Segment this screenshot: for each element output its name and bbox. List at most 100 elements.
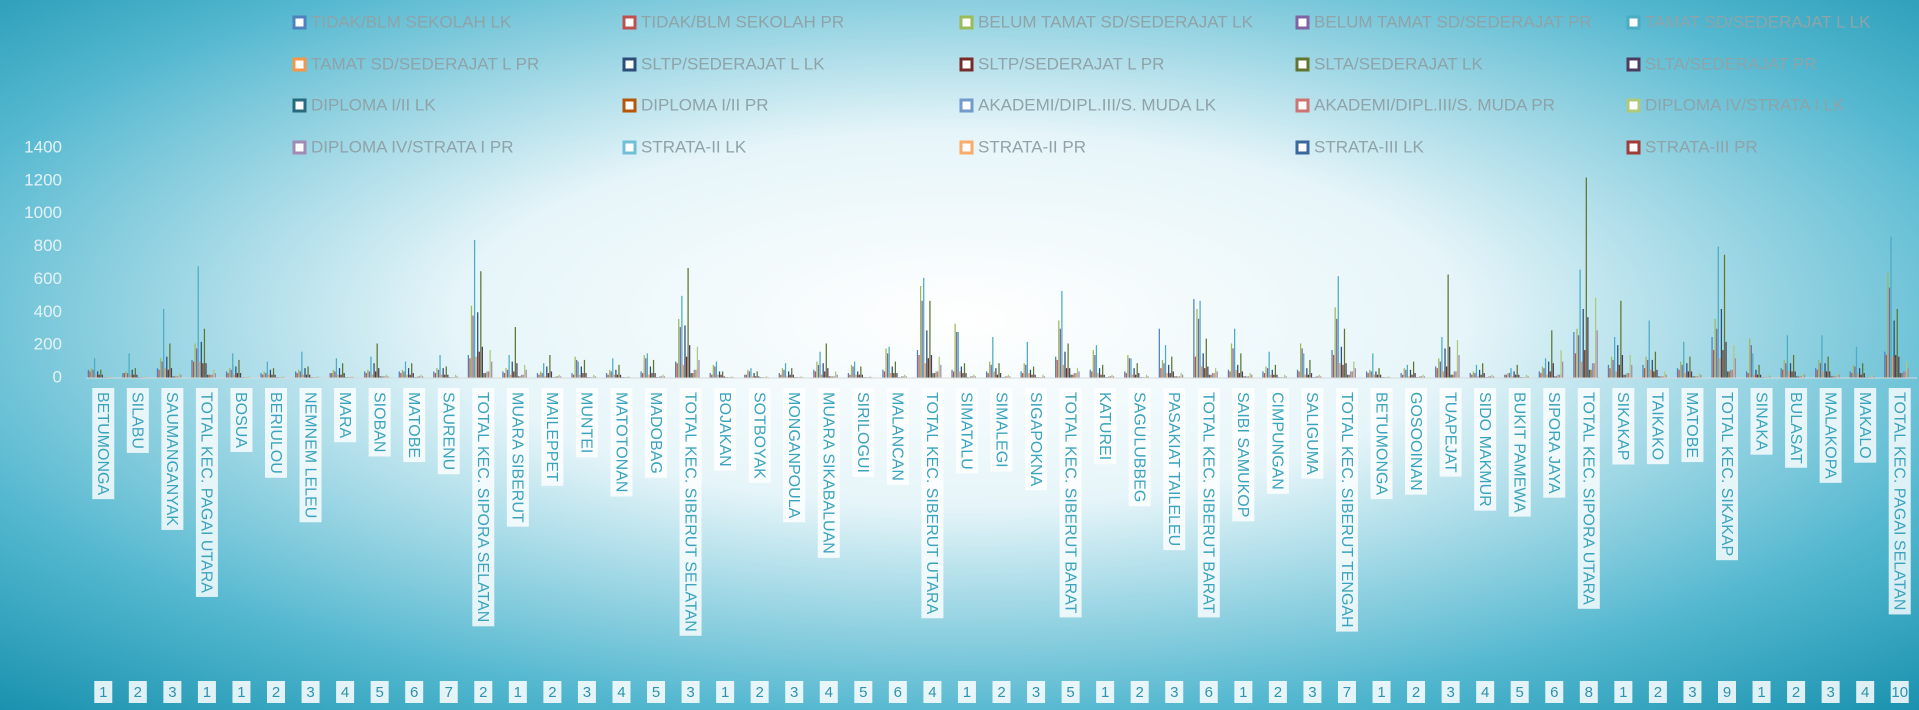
bar [1827, 356, 1829, 378]
category-label-box [1474, 388, 1497, 511]
bar [1585, 177, 1587, 378]
bar [1788, 371, 1790, 378]
bar [574, 356, 576, 378]
bar [660, 376, 662, 378]
bar [214, 373, 216, 378]
bar [210, 374, 212, 378]
group-label-box [854, 681, 873, 703]
bar [1624, 374, 1627, 378]
bar [1216, 371, 1218, 378]
group-label-box [1096, 681, 1115, 703]
bar [830, 376, 832, 378]
x-tick-label: TOTAL KEC. SIBERUT SELATAN [681, 392, 698, 632]
bar [1647, 359, 1649, 378]
bar [938, 356, 940, 378]
bar [580, 366, 582, 378]
bar [305, 374, 308, 378]
category-label-group: MUNTEI [575, 388, 598, 458]
bar [820, 374, 823, 378]
bar [371, 374, 374, 378]
bar [689, 345, 691, 378]
bar [1830, 376, 1832, 378]
category-label-box [506, 388, 529, 527]
bar [1824, 363, 1826, 378]
bar [1376, 374, 1379, 378]
group-label: 1 [1619, 684, 1627, 701]
bar [307, 366, 309, 378]
group-label-box [1268, 681, 1287, 703]
group-label-box [474, 681, 493, 703]
legend-label: DIPLOMA IV/STRATA I LK [1645, 95, 1845, 114]
legend-swatch [622, 140, 637, 155]
bar [351, 376, 353, 378]
x-tick-label: BULASAT [1787, 392, 1804, 464]
group-label: 2 [134, 684, 142, 701]
group-label-box [1510, 681, 1529, 703]
bar [1833, 376, 1835, 378]
category-label-group: TOTAL KEC. SIBERUT SELATAN [679, 388, 702, 636]
bar [401, 369, 404, 378]
bar [200, 341, 202, 378]
bar [765, 376, 768, 378]
group-label: 4 [928, 684, 936, 701]
bar [1610, 356, 1613, 378]
x-tick-label: SIMATALU [958, 392, 975, 470]
bar [1525, 374, 1528, 378]
bar [1094, 355, 1096, 378]
bar [1235, 369, 1237, 378]
x-tick-label: SIDO MAKMUR [1476, 392, 1493, 507]
bar [304, 368, 306, 378]
bar [714, 366, 716, 378]
bar [836, 374, 838, 378]
category-label-box [1646, 388, 1669, 465]
bar [1750, 345, 1752, 378]
bar [206, 374, 209, 378]
category-label-group: KATUREI [1094, 388, 1117, 465]
bar [1720, 309, 1723, 378]
bar [1241, 371, 1244, 378]
category-label-group: MALANCAN [886, 388, 909, 485]
bar [1351, 371, 1353, 378]
bar [89, 371, 91, 378]
x-tick-label: SALIGUMA [1303, 392, 1320, 475]
group-label: 2 [1412, 684, 1420, 701]
group-label: 10 [1891, 684, 1908, 701]
bar [1270, 374, 1272, 378]
category-label-group: MONGANPOULA [783, 388, 806, 523]
group-label-box [128, 681, 147, 703]
group-label-box [647, 681, 666, 703]
category-label-box [299, 388, 322, 523]
bar [1786, 335, 1789, 378]
bar [1769, 376, 1771, 378]
bar [125, 371, 127, 378]
group-label-box [1337, 681, 1356, 703]
bar [1059, 328, 1061, 378]
group-label: 6 [1550, 684, 1558, 701]
bar [196, 348, 198, 378]
legend-swatch [959, 140, 974, 155]
x-tick-label: TOTAL KEC. SIPORA SELATAN [474, 392, 491, 622]
bar [1752, 353, 1754, 378]
group-label-box [1683, 681, 1702, 703]
group-label-box [439, 681, 458, 703]
legend-label: BELUM TAMAT SD/SEDERAJAT PR [1314, 12, 1592, 31]
x-tick-label: MONGANPOULA [785, 392, 802, 519]
category-label-box [575, 388, 598, 458]
bar [933, 373, 936, 378]
bar [717, 374, 719, 378]
bar [95, 374, 97, 378]
category-label-box [126, 388, 149, 453]
bar [1009, 376, 1011, 378]
bar [1369, 369, 1371, 378]
bar [436, 368, 438, 378]
bar [893, 373, 895, 378]
category-label-group: BOJAKAN [714, 388, 737, 471]
group-label-box [716, 681, 735, 703]
bar [1439, 361, 1441, 378]
bar [819, 351, 821, 378]
legend-swatch [1295, 98, 1310, 113]
bar [679, 327, 681, 378]
bar [1238, 373, 1240, 378]
bar [1100, 374, 1102, 378]
bar [1697, 376, 1699, 378]
